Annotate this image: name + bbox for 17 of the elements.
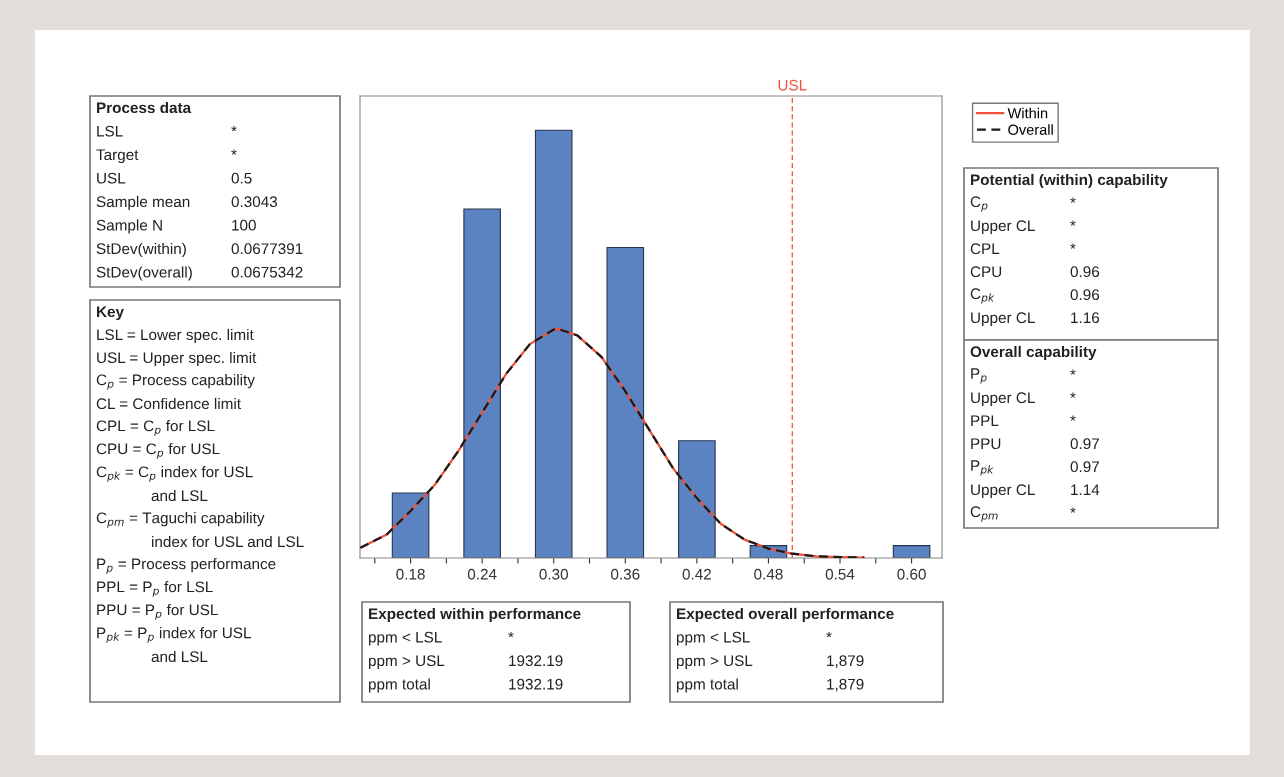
text: Expected within performance ppm < LSL * ppm > USL 1932.19 ppm total 1932.19 — [368, 607, 581, 693]
text: Process data LSL * Target * USL 0.5 Sample mean 0.3043 Sample N 100 StDev(within) 0.0677391 StDev(overall) 0.0675342 — [96, 101, 303, 281]
x-tick-label: 0.18 — [396, 568, 425, 580]
legend-label: Overall — [1008, 124, 1053, 135]
x-tick-label: 0.36 — [611, 568, 640, 580]
text: Key LSL = Lower spec. limit USL = Upper spec. limit C$_{p}$ = Process capability CL = Confidence limit CPL = C$_{p}$ for LSL CPU = C$_{p}$ for USL C$_{pk}$ = C$_{p}$ index for USL and LSL C$_{pm}$ = Taguchi capability index for USL and LSL P$_{p}$ = Process performance PPL = P$_{p}$ for LSL PPU = P$_{p}$ for USL P$_{pk}$ = P$_{p}$ index for USL and LSL — [96, 306, 304, 663]
text: Overall capability P$_{p}$ * Upper CL * PPL * PPU 0.97 P$_{pk}$ 0.97 Upper CL 1.14 C$_{pm}$ * — [970, 345, 1100, 522]
text: Potential (within) capability C$_{p}$ * Upper CL * CPL * CPU 0.96 C$_{pk}$ 0.96 Upper CL 1.16 — [970, 173, 1168, 327]
ref-line-label: USL — [778, 79, 807, 91]
x-tick-label: 0.24 — [467, 568, 497, 580]
legend-label: Within — [1007, 107, 1048, 119]
x-tick-label: 0.60 — [897, 568, 926, 580]
x-tick-label: 0.48 — [754, 568, 783, 580]
x-tick-label: 0.30 — [539, 568, 568, 580]
text: Expected overall performance ppm < LSL * ppm > USL 1,879 ppm total 1,879 — [676, 607, 894, 693]
x-tick-label: 0.42 — [682, 568, 711, 580]
x-tick-label: 0.54 — [825, 568, 855, 580]
